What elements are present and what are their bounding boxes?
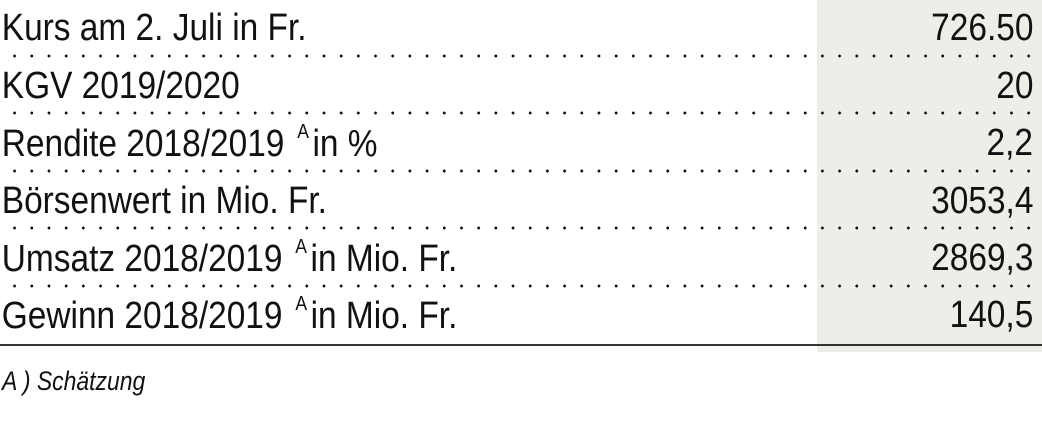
label-text: Gewinn 2018/2019: [1, 295, 283, 337]
row-value: 3053,4: [930, 179, 1034, 222]
label-text: Rendite 2018/2019: [1, 123, 285, 166]
row-label: Kurs am 2. Juli in Fr.: [0, 7, 307, 50]
table-row: Umsatz 2018/2019 Ain Mio. Fr. 2869,3: [0, 230, 1042, 288]
table-row: Gewinn 2018/2019 Ain Mio. Fr. 140,5: [0, 288, 1042, 346]
row-label: Gewinn 2018/2019 Ain Mio. Fr.: [0, 293, 458, 338]
table-row: Rendite 2018/2019 Ain % 2,2: [0, 115, 1042, 173]
table-row: Kurs am 2. Juli in Fr. 726.50: [0, 0, 1042, 58]
label-text: Umsatz 2018/2019: [1, 238, 283, 281]
footnote-marker: A: [295, 293, 308, 315]
row-value: 140,5: [949, 294, 1034, 336]
label-text: KGV 2019/2020: [1, 64, 240, 107]
row-value: 726.50: [930, 7, 1034, 50]
footnote-marker: A: [295, 236, 308, 259]
row-value: 2,2: [986, 122, 1034, 165]
table-row: Börsenwert in Mio. Fr. 3053,4: [0, 172, 1042, 230]
row-label: Börsenwert in Mio. Fr.: [0, 180, 327, 223]
footnote-marker: A: [297, 121, 309, 144]
label-suffix: in Mio. Fr.: [310, 295, 458, 337]
label-text: Kurs am 2. Juli in Fr.: [1, 7, 307, 50]
label-suffix: in Mio. Fr.: [310, 238, 458, 281]
row-label: KGV 2019/2020: [0, 65, 240, 108]
row-label: Rendite 2018/2019 Ain %: [0, 121, 378, 166]
row-value: 20: [995, 64, 1034, 107]
stock-data-table: Kurs am 2. Juli in Fr. 726.50 KGV 2019/202…: [0, 0, 1042, 346]
table-row: KGV 2019/2020 20: [0, 57, 1042, 115]
row-label: Umsatz 2018/2019 Ain Mio. Fr.: [0, 236, 458, 281]
row-value: 2869,3: [930, 237, 1034, 280]
footnote: A ) Schätzung: [2, 366, 146, 396]
label-text: Börsenwert in Mio. Fr.: [1, 179, 327, 222]
label-suffix: in %: [312, 123, 378, 166]
